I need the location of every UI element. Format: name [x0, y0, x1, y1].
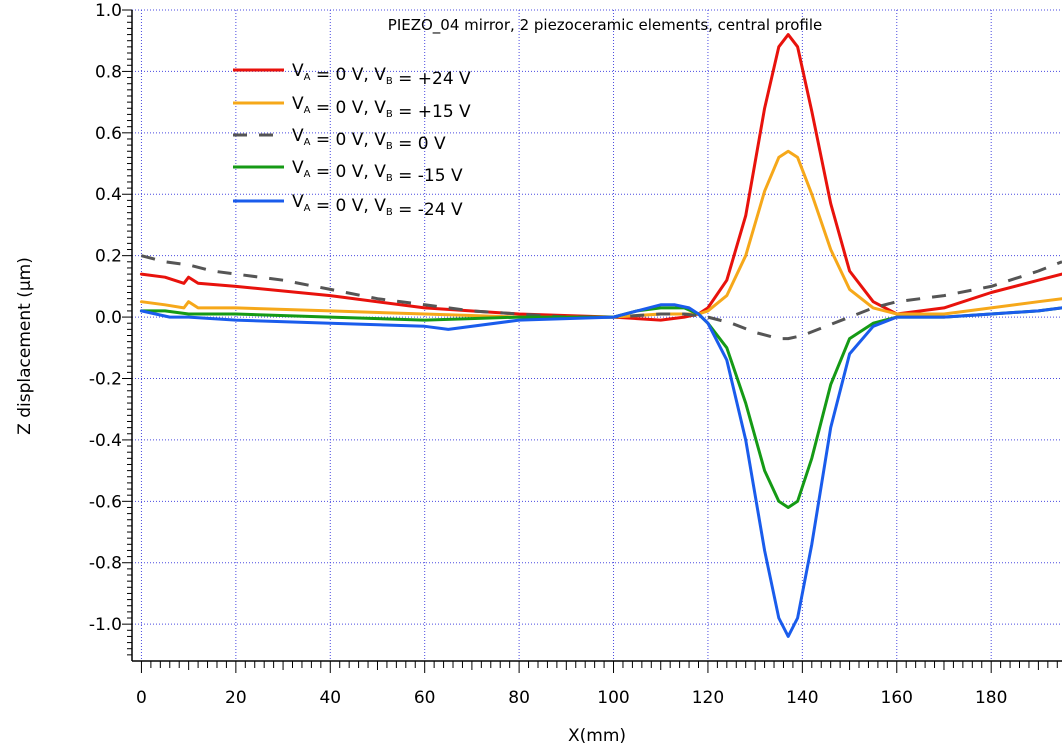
y-tick-label: -0.4	[89, 431, 122, 451]
y-tick-label: 0.6	[95, 124, 122, 144]
ticks	[122, 9, 1058, 673]
legend-label-1: VA = 0 V, VB = +15 V	[292, 94, 471, 122]
x-tick-label: 180	[975, 688, 1007, 708]
x-tick-label: 100	[597, 688, 629, 708]
axes	[131, 10, 1062, 662]
x-tick-label: 0	[136, 688, 147, 708]
series-line-0	[139, 33, 1062, 322]
series-line-2	[141, 254, 1062, 341]
x-tick-label: 60	[414, 688, 436, 708]
y-tick-label: 1.0	[95, 1, 122, 21]
y-tick-label: 0.8	[95, 62, 122, 82]
x-tick-label: 80	[508, 688, 530, 708]
x-tick-label: 140	[786, 688, 818, 708]
y-tick-label: 0.0	[95, 308, 122, 328]
y-tick-label: -0.2	[89, 369, 122, 389]
legend-label-3: VA = 0 V, VB = -15 V	[292, 158, 463, 186]
legend-label-2: VA = 0 V, VB = 0 V	[292, 126, 446, 154]
x-tick-label: 160	[881, 688, 913, 708]
chart-title: PIEZO_04 mirror, 2 piezoceramic elements…	[388, 16, 822, 35]
series-line-3	[139, 306, 1062, 509]
legend-label-4: VA = 0 V, VB = -24 V	[292, 192, 463, 220]
y-tick-label: -0.6	[89, 492, 122, 512]
legend: VA = 0 V, VB = +24 V VA = 0 V, VB = +15 V…	[233, 61, 471, 220]
x-tick-label: 40	[319, 688, 341, 708]
tick-labels: 0 20 40 60 80 100 120 140 160 180 1.0 0.8 0.6 0.4 0.2 0…	[89, 1, 1008, 708]
grid	[132, 9, 1062, 661]
series-line-1	[139, 149, 1062, 319]
y-tick-label: 0.4	[95, 185, 122, 205]
y-tick-label: -1.0	[89, 615, 122, 635]
series-line-4	[139, 303, 1062, 638]
x-tick-label: 20	[225, 688, 247, 708]
series-layer	[139, 33, 1062, 638]
legend-label-0: VA = 0 V, VB = +24 V	[292, 61, 471, 89]
y-tick-label: 0.2	[95, 247, 122, 267]
y-axis-title: Z displacement (μm)	[15, 257, 35, 435]
y-tick-label: -0.8	[89, 554, 122, 574]
x-axis-title: X(mm)	[568, 726, 626, 746]
x-tick-label: 120	[692, 688, 724, 708]
